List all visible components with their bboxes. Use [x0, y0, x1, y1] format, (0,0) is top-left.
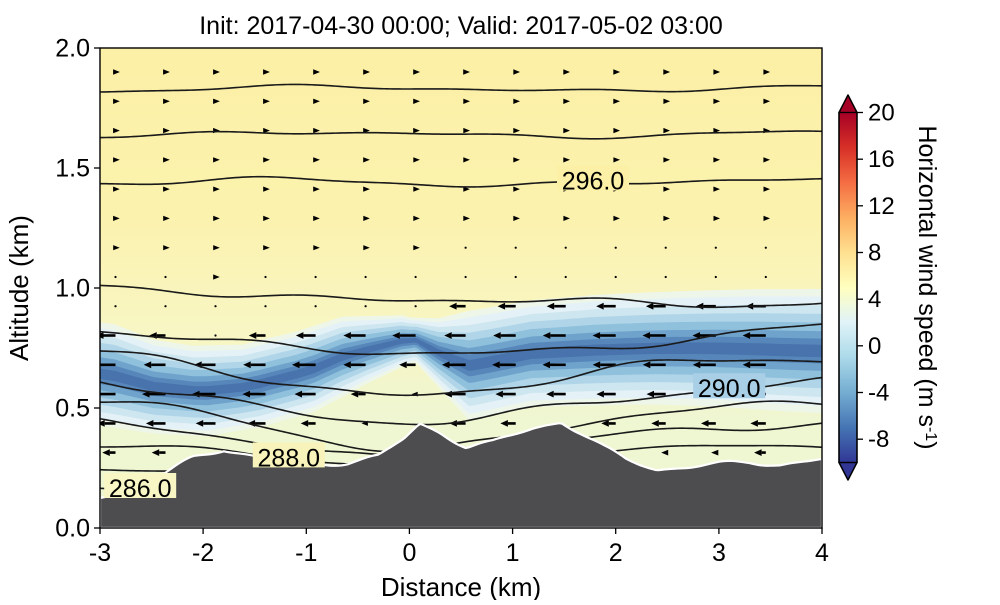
svg-text:286.0: 286.0: [109, 475, 172, 503]
svg-text:0.0: 0.0: [55, 515, 90, 543]
svg-text:288.0: 288.0: [258, 444, 321, 472]
svg-text:12: 12: [868, 193, 895, 220]
svg-text:2: 2: [609, 539, 623, 567]
svg-text:8: 8: [868, 240, 881, 267]
svg-text:-2: -2: [192, 539, 214, 567]
svg-text:290.0: 290.0: [698, 375, 761, 403]
svg-text:0: 0: [868, 333, 881, 360]
svg-text:-4: -4: [868, 380, 889, 407]
svg-text:1: 1: [506, 539, 520, 567]
svg-text:Init: 2017-04-30 00:00; Valid:: Init: 2017-04-30 00:00; Valid: 2017-05-0…: [199, 12, 723, 40]
svg-text:2.0: 2.0: [55, 35, 90, 63]
svg-text:1.0: 1.0: [55, 275, 90, 303]
svg-text:3: 3: [712, 539, 726, 567]
svg-text:4: 4: [868, 286, 881, 313]
svg-text:0: 0: [402, 539, 416, 567]
svg-text:296.0: 296.0: [562, 168, 625, 196]
svg-text:-3: -3: [89, 539, 111, 567]
svg-text:-1: -1: [295, 539, 317, 567]
svg-text:20: 20: [868, 100, 895, 127]
svg-text:Horizontal wind speed (m s-1): Horizontal wind speed (m s-1): [913, 125, 941, 449]
svg-text:-8: -8: [868, 426, 889, 453]
svg-text:Altitude (km): Altitude (km): [4, 215, 34, 361]
svg-text:16: 16: [868, 146, 895, 173]
svg-text:4: 4: [815, 539, 829, 567]
svg-text:Distance (km): Distance (km): [381, 572, 541, 600]
svg-text:1.5: 1.5: [55, 155, 90, 183]
svg-text:0.5: 0.5: [55, 395, 90, 423]
